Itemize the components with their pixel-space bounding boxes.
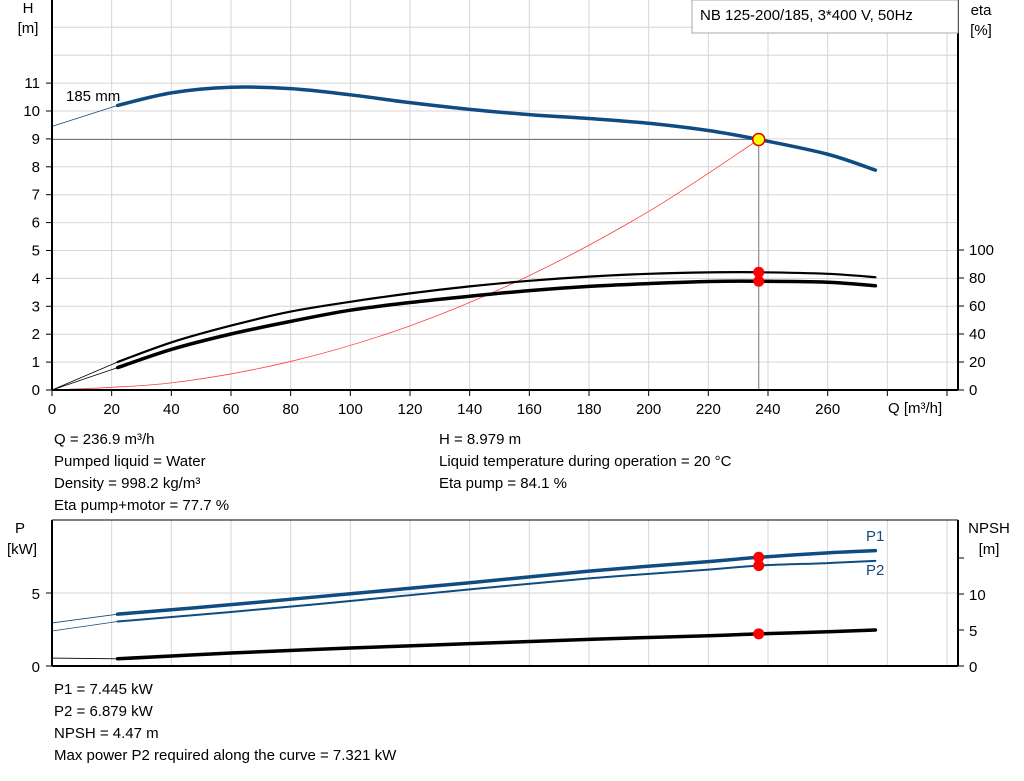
info-npsh: NPSH = 4.47 m bbox=[54, 725, 159, 742]
x-tick-label: 240 bbox=[755, 401, 780, 418]
x-tick-label: 60 bbox=[223, 401, 240, 418]
info-eta-pump: Eta pump = 84.1 % bbox=[439, 475, 567, 492]
info-max-p2: Max power P2 required along the curve = … bbox=[54, 747, 397, 764]
top-grid bbox=[52, 0, 958, 390]
info-liquid: Pumped liquid = Water bbox=[54, 453, 206, 470]
npsh-curve-extrapolated bbox=[51, 657, 118, 660]
q-axis-label: Q [m³/h] bbox=[888, 400, 942, 417]
p2-curve bbox=[116, 559, 877, 623]
info-eta-pump-motor: Eta pump+motor = 77.7 % bbox=[54, 497, 230, 514]
npsh-tick-label: 0 bbox=[969, 659, 977, 676]
eta-axis-unit: [%] bbox=[970, 22, 992, 39]
h-tick-label: 2 bbox=[32, 326, 40, 343]
curves bbox=[51, 85, 878, 661]
x-tick-label: 160 bbox=[517, 401, 542, 418]
p2-marker bbox=[753, 560, 765, 572]
eta-tick-label: 100 bbox=[969, 242, 994, 259]
operating-point-marker bbox=[752, 132, 766, 147]
eta-pump-motor-marker bbox=[753, 275, 765, 287]
p2-legend-label: P2 bbox=[866, 562, 884, 579]
x-tick-label: 220 bbox=[696, 401, 721, 418]
p1-marker bbox=[753, 551, 765, 563]
p-axis-unit: [kW] bbox=[7, 541, 37, 558]
h-tick-label: 0 bbox=[32, 382, 40, 399]
h-tick-label: 7 bbox=[32, 187, 40, 204]
impeller-label: 185 mm bbox=[66, 88, 120, 105]
info-temperature: Liquid temperature during operation = 20… bbox=[439, 453, 732, 470]
h-tick-label: 4 bbox=[32, 270, 40, 287]
eta-pump-curve-extrapolated bbox=[51, 361, 118, 391]
h-axis-unit: [m] bbox=[18, 20, 39, 37]
info-left: Q = 236.9 m³/h Pumped liquid = Water Den… bbox=[54, 429, 229, 517]
bottom-grid bbox=[52, 519, 958, 666]
p1-curve bbox=[115, 548, 878, 616]
info-head: H = 8.979 m bbox=[439, 431, 522, 448]
info-density: Density = 998.2 kg/m³ bbox=[54, 475, 201, 492]
x-tick-label: 200 bbox=[636, 401, 661, 418]
info-p2: P2 = 6.879 kW bbox=[54, 703, 153, 720]
eta-tick-label: 60 bbox=[969, 298, 986, 315]
x-tick-label: 40 bbox=[163, 401, 180, 418]
x-tick-label: 260 bbox=[815, 401, 840, 418]
h-tick-label: 1 bbox=[32, 354, 40, 371]
h-tick-label: 3 bbox=[32, 298, 40, 315]
x-tick-label: 80 bbox=[282, 401, 299, 418]
h-tick-label: 8 bbox=[32, 159, 40, 176]
npsh-marker bbox=[753, 628, 765, 640]
system-curve bbox=[51, 139, 759, 391]
npsh-tick-label: 10 bbox=[969, 587, 986, 604]
eta-tick-label: 80 bbox=[969, 270, 986, 287]
info-power: P1 = 7.445 kW P2 = 6.879 kW NPSH = 4.47 … bbox=[54, 679, 396, 767]
eta-tick-label: 40 bbox=[969, 326, 986, 343]
eta-pump-motor-curve-extrapolated bbox=[51, 367, 118, 391]
x-tick-label: 120 bbox=[397, 401, 422, 418]
p2-curve-extrapolated bbox=[51, 621, 118, 632]
chart-title: NB 125-200/185, 3*400 V, 50Hz bbox=[700, 7, 913, 24]
npsh-tick-label: 5 bbox=[969, 623, 977, 640]
p-tick-label: 5 bbox=[32, 586, 40, 603]
info-p1: P1 = 7.445 kW bbox=[54, 681, 153, 698]
x-tick-label: 180 bbox=[576, 401, 601, 418]
h-axis-label: H bbox=[23, 0, 34, 17]
h-tick-label: 10 bbox=[23, 103, 40, 120]
info-flow: Q = 236.9 m³/h bbox=[54, 431, 155, 448]
x-tick-label: 0 bbox=[48, 401, 56, 418]
x-tick-label: 140 bbox=[457, 401, 482, 418]
tick-labels: 0 20 40 60 80 100 120 140 160 180 200 220 240 2600123… bbox=[23, 75, 994, 676]
h-tick-label: 6 bbox=[32, 215, 40, 232]
title-box bbox=[691, 0, 959, 34]
h-tick-label: 11 bbox=[24, 75, 40, 92]
head-curve-extrapolated bbox=[51, 105, 118, 127]
npsh-curve bbox=[115, 628, 878, 661]
npsh-axis-label: NPSH bbox=[968, 520, 1010, 537]
p-axis-label: P bbox=[15, 520, 25, 537]
eta-tick-label: 20 bbox=[969, 354, 986, 371]
x-tick-label: 100 bbox=[338, 401, 363, 418]
x-tick-label: 20 bbox=[103, 401, 120, 418]
p1-legend-label: P1 bbox=[866, 528, 884, 545]
info-right: H = 8.979 m Liquid temperature during op… bbox=[439, 429, 731, 495]
axes bbox=[46, 0, 964, 667]
p1-curve-extrapolated bbox=[51, 613, 118, 624]
h-tick-label: 9 bbox=[32, 131, 40, 148]
eta-tick-label: 0 bbox=[969, 382, 977, 399]
eta-axis-label: eta bbox=[971, 2, 993, 19]
p-tick-label: 0 bbox=[32, 659, 40, 676]
eta-pump-marker bbox=[753, 266, 765, 278]
npsh-axis-unit: [m] bbox=[979, 541, 1000, 558]
h-tick-label: 5 bbox=[32, 243, 40, 260]
